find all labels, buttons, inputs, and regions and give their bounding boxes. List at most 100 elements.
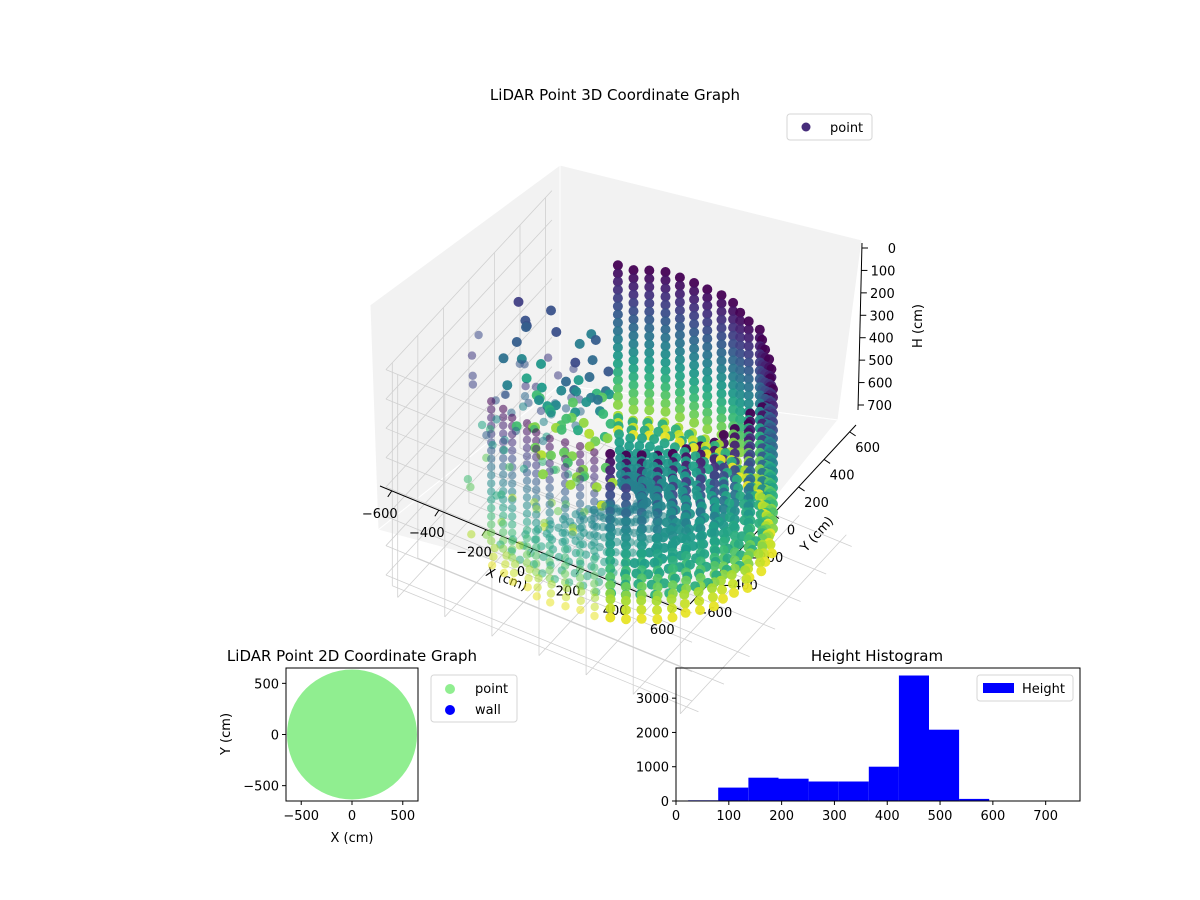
point-3d (530, 535, 540, 544)
point-3d (532, 510, 541, 519)
point-3d (630, 528, 639, 538)
point-3d (590, 448, 599, 457)
chart-2d-legend-wall-marker (445, 705, 455, 715)
z-tick-label: 300 (869, 309, 894, 324)
point-3d (602, 433, 613, 444)
point-3d (716, 347, 727, 358)
point-3d (558, 537, 567, 547)
point-3d (674, 330, 685, 340)
point-3d (590, 464, 599, 473)
point-3d (689, 384, 700, 395)
point-3d (499, 437, 508, 447)
point-3d (612, 383, 623, 394)
y-tick-label: 0 (787, 524, 795, 539)
point-3d (545, 483, 554, 493)
point-3d (562, 584, 571, 593)
point-3d (628, 404, 639, 415)
point-3d (547, 410, 556, 419)
point-3d (508, 495, 517, 505)
point-3d (628, 281, 639, 292)
point-3d (513, 296, 524, 307)
point-3d (743, 390, 754, 401)
point-3d (694, 596, 705, 606)
point-3d (660, 299, 671, 310)
point-3d (618, 518, 628, 527)
point-3d (584, 428, 595, 439)
chart-3d-y-axis-label: Y (cm) (797, 514, 837, 556)
chart-2d-legend-point-label: point (475, 682, 508, 697)
point-3d (628, 339, 639, 349)
point-3d (726, 570, 737, 580)
point-3d (522, 558, 532, 568)
point-3d (649, 557, 660, 568)
point-3d (477, 420, 487, 430)
y-tick-label: 600 (855, 441, 880, 456)
point-3d (487, 561, 497, 570)
point-3d (660, 341, 671, 351)
point-3d (629, 558, 640, 569)
x-tick-label: 0 (348, 809, 356, 824)
x-tick-label: 300 (822, 809, 847, 824)
point-3d (636, 604, 647, 615)
point-3d (561, 404, 571, 413)
point-3d (545, 500, 554, 509)
chart-3d-legend-marker (801, 122, 811, 132)
point-3d (575, 540, 585, 549)
point-3d (709, 470, 720, 481)
point-3d (571, 386, 582, 397)
point-3d (709, 560, 720, 571)
point-3d (600, 557, 609, 567)
point-3d (561, 376, 571, 387)
point-3d (545, 492, 554, 501)
z-tick-label: 100 (871, 264, 896, 279)
point-3d (702, 309, 713, 319)
point-3d (660, 332, 671, 343)
point-3d (532, 452, 541, 462)
point-3d (735, 324, 746, 335)
point-3d (709, 528, 720, 538)
point-3d (612, 317, 623, 328)
point-3d (567, 397, 578, 408)
point-3d (539, 417, 548, 427)
point-3d (560, 504, 570, 513)
point-3d (575, 442, 585, 451)
point-3d (644, 265, 655, 276)
point-3d (508, 512, 517, 521)
point-3d (487, 495, 496, 504)
chart-2d-x-axis-label: X (cm) (331, 831, 374, 846)
point-3d (532, 477, 541, 486)
point-3d (689, 376, 700, 387)
point-3d (621, 614, 631, 625)
point-3d (644, 314, 655, 325)
point-3d (532, 543, 541, 552)
point-3d (522, 550, 532, 559)
point-3d (674, 338, 685, 349)
point-3d (628, 347, 639, 358)
point-3d (717, 584, 727, 595)
point-3d (644, 306, 655, 317)
point-3d (508, 536, 517, 546)
point-3d (755, 557, 765, 568)
point-3d (689, 360, 700, 371)
point-3d (628, 265, 639, 276)
point-3d (612, 284, 623, 295)
point-3d (522, 484, 532, 494)
point-3d (674, 395, 685, 406)
chart-histogram-ticks: 0 100 200 300 400 500 600 700 0 1000 2000 3000 (636, 692, 1058, 824)
histogram-bar (718, 787, 749, 801)
point-3d (660, 275, 671, 286)
point-3d (603, 366, 614, 377)
point-3d (560, 520, 570, 529)
point-3d (743, 398, 754, 409)
point-3d (545, 475, 554, 484)
point-3d (689, 294, 700, 305)
y-tick-label: 500 (254, 677, 279, 692)
point-3d (716, 364, 727, 375)
point-3d (556, 424, 567, 435)
point-3d (689, 343, 700, 354)
point-3d (499, 454, 508, 463)
point-3d (702, 341, 713, 352)
point-3d (660, 291, 671, 302)
point-3d (735, 357, 746, 367)
point-3d (546, 450, 556, 461)
